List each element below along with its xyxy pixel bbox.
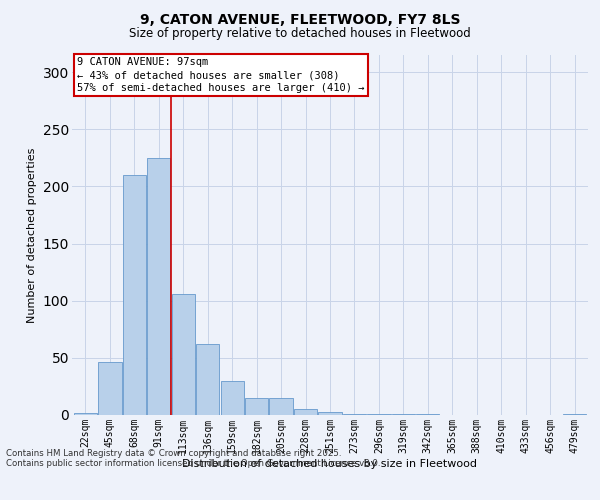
Bar xyxy=(98,362,122,415)
X-axis label: Distribution of detached houses by size in Fleetwood: Distribution of detached houses by size … xyxy=(182,458,478,468)
Bar xyxy=(269,398,293,415)
Bar xyxy=(416,414,439,415)
Bar xyxy=(123,175,146,415)
Text: 9 CATON AVENUE: 97sqm
← 43% of detached houses are smaller (308)
57% of semi-det: 9 CATON AVENUE: 97sqm ← 43% of detached … xyxy=(77,57,365,93)
Bar xyxy=(172,294,195,415)
Bar xyxy=(221,380,244,415)
Bar xyxy=(563,414,586,415)
Bar xyxy=(343,414,366,415)
Bar xyxy=(245,398,268,415)
Text: Contains HM Land Registry data © Crown copyright and database right 2025.: Contains HM Land Registry data © Crown c… xyxy=(6,448,341,458)
Bar xyxy=(319,412,341,415)
Y-axis label: Number of detached properties: Number of detached properties xyxy=(27,148,37,322)
Bar xyxy=(294,410,317,415)
Text: 9, CATON AVENUE, FLEETWOOD, FY7 8LS: 9, CATON AVENUE, FLEETWOOD, FY7 8LS xyxy=(140,12,460,26)
Text: Size of property relative to detached houses in Fleetwood: Size of property relative to detached ho… xyxy=(129,28,471,40)
Text: Contains public sector information licensed under the Open Government Licence v3: Contains public sector information licen… xyxy=(6,458,380,468)
Bar xyxy=(367,414,391,415)
Bar xyxy=(147,158,170,415)
Bar xyxy=(392,414,415,415)
Bar xyxy=(196,344,220,415)
Bar xyxy=(74,412,97,415)
